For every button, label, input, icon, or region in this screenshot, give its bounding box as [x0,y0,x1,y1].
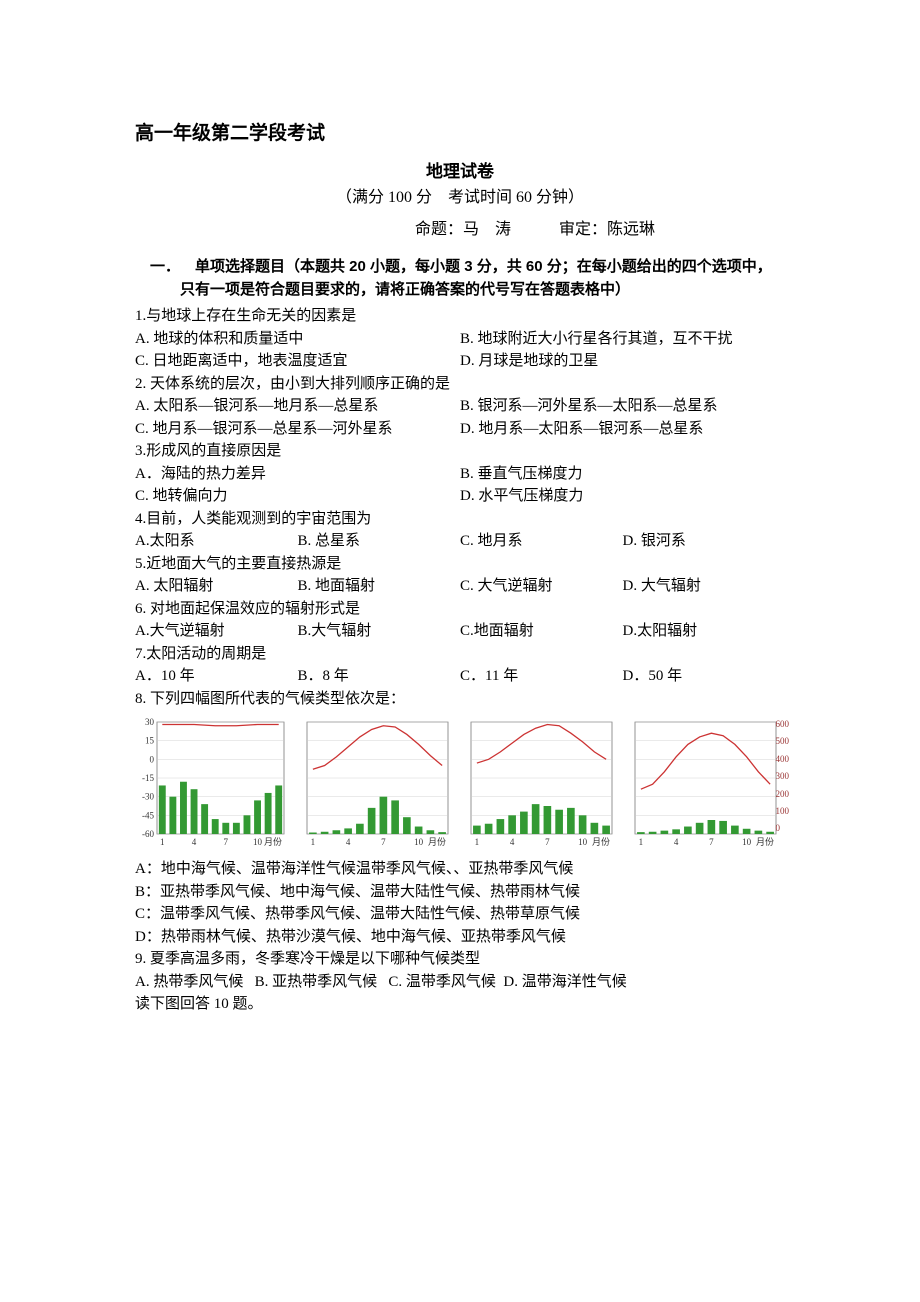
author-info: 命题：马 涛 审定：陈远琳 [135,218,785,242]
q1-text: 1.与地球上存在生命无关的因素是 [135,305,785,328]
q8-text: 8. 下列四幅图所代表的气候类型依次是： [135,688,785,711]
chart-2: 1 4 7 10 月份 [299,718,457,848]
q8-options: A：地中海气候、温带海洋性气候温带季风气候、、亚热带季风气候 B：亚热带季风气候… [135,858,785,948]
q9-a: A. 热带季风气候 [135,974,243,990]
q2-text: 2. 天体系统的层次，由小到大排列顺序正确的是 [135,373,785,396]
chart-3: 1 4 7 10 月份 [463,718,621,848]
q7-d: D．50 年 [623,665,786,688]
chart-1: 30 15 0 -15 -30 -45 -60 1 4 7 10月份 [135,718,293,848]
sub-title: 地理试卷 [135,159,785,185]
q4-a: A.太阳系 [135,530,298,553]
q5-text: 5.近地面大气的主要直接热源是 [135,553,785,576]
q2-a: A. 太阳系—银河系—地月系—总星系 [135,395,460,418]
q2-d: D. 地月系—太阳系—银河系—总星系 [460,418,785,441]
q3-text: 3.形成风的直接原因是 [135,440,785,463]
svg-text:0: 0 [150,754,155,764]
q1-a: A. 地球的体积和质量适中 [135,328,460,351]
q9-c: C. 温带季风气候 [388,974,496,990]
svg-text:10: 10 [578,837,588,847]
svg-text:-30: -30 [142,792,154,802]
svg-text:1: 1 [311,837,316,847]
svg-text:10: 10 [253,837,263,847]
page-content: 高一年级第二学段考试 地理试卷 （满分 100 分 考试时间 60 分钟） 命题… [135,120,785,1016]
svg-text:-60: -60 [142,829,154,839]
q6-a: A.大气逆辐射 [135,620,298,643]
svg-text:1: 1 [160,837,165,847]
q5: 5.近地面大气的主要直接热源是 A. 太阳辐射 B. 地面辐射 C. 大气逆辐射… [135,553,785,598]
q6-b: B.大气辐射 [298,620,461,643]
svg-text:10: 10 [742,837,752,847]
q1-b: B. 地球附近大小行星各行其道，互不干扰 [460,328,785,351]
q7: 7.太阳活动的周期是 A．10 年 B．8 年 C．11 年 D．50 年 [135,643,785,688]
q4-b: B. 总星系 [298,530,461,553]
q4-text: 4.目前，人类能观测到的宇宙范围为 [135,508,785,531]
q8-d: D：热带雨林气候、热带沙漠气候、地中海气候、亚热带季风气候 [135,926,785,949]
svg-text:4: 4 [192,837,197,847]
q10-intro: 读下图回答 10 题。 [135,993,785,1016]
q8-c: C：温带季风气候、热带季风气候、温带大陆性气候、热带草原气候 [135,903,785,926]
q1-c: C. 日地距离适中，地表温度适宜 [135,350,460,373]
q7-a: A．10 年 [135,665,298,688]
q5-c: C. 大气逆辐射 [460,575,623,598]
q2-c: C. 地月系—银河系—总星系—河外星系 [135,418,460,441]
q6-d: D.太阳辐射 [623,620,786,643]
q9-d: D. 温带海洋性气候 [503,974,626,990]
q6: 6. 对地面起保温效应的辐射形式是 A.大气逆辐射 B.大气辐射 C.地面辐射 … [135,598,785,643]
svg-text:月份: 月份 [428,836,446,847]
q9-b: B. 亚热带季风气候 [255,974,378,990]
svg-text:7: 7 [381,837,386,847]
q8: 8. 下列四幅图所代表的气候类型依次是： [135,688,785,711]
q3-d: D. 水平气压梯度力 [460,485,785,508]
right-axis-labels: 600 500 400 300 200 100 0 [776,718,790,848]
q3-a: A．海陆的热力差异 [135,463,460,486]
svg-text:7: 7 [709,837,714,847]
exam-info: （满分 100 分 考试时间 60 分钟） [135,186,785,210]
q6-c: C.地面辐射 [460,620,623,643]
q5-a: A. 太阳辐射 [135,575,298,598]
q2: 2. 天体系统的层次，由小到大排列顺序正确的是 A. 太阳系—银河系—地月系—总… [135,373,785,441]
charts-row: 30150-15-30-45-6014710月份 14710月份 14710月份… [135,718,785,848]
section-title: 一． 单项选择题目（本题共 20 小题，每小题 3 分，共 60 分；在每小题给… [135,256,785,301]
svg-text:月份: 月份 [756,836,774,847]
q5-d: D. 大气辐射 [623,575,786,598]
q1: 1.与地球上存在生命无关的因素是 A. 地球的体积和质量适中 B. 地球附近大小… [135,305,785,373]
q4: 4.目前，人类能观测到的宇宙范围为 A.太阳系 B. 总星系 C. 地月系 D.… [135,508,785,553]
q4-d: D. 银河系 [623,530,786,553]
svg-text:15: 15 [145,736,155,746]
q7-c: C．11 年 [460,665,623,688]
svg-text:4: 4 [510,837,515,847]
svg-text:30: 30 [145,718,155,727]
q5-b: B. 地面辐射 [298,575,461,598]
q3-b: B. 垂直气压梯度力 [460,463,785,486]
q4-c: C. 地月系 [460,530,623,553]
svg-text:7: 7 [545,837,550,847]
q2-b: B. 银河系—河外星系—太阳系—总星系 [460,395,785,418]
svg-text:1: 1 [639,837,644,847]
svg-text:月份: 月份 [264,836,282,847]
svg-text:7: 7 [224,837,229,847]
svg-text:-45: -45 [142,810,154,820]
svg-text:4: 4 [346,837,351,847]
q7-b: B．8 年 [298,665,461,688]
q9: 9. 夏季高温多雨，冬季寒冷干燥是以下哪种气候类型 A. 热带季风气候 B. 亚… [135,948,785,993]
chart-4: 14710月份 600 500 400 300 200 100 0 [627,718,785,848]
main-title: 高一年级第二学段考试 [135,120,785,149]
q8-a: A：地中海气候、温带海洋性气候温带季风气候、、亚热带季风气候 [135,858,785,881]
svg-text:月份: 月份 [592,836,610,847]
svg-text:1: 1 [475,837,480,847]
q6-text: 6. 对地面起保温效应的辐射形式是 [135,598,785,621]
q9-text: 9. 夏季高温多雨，冬季寒冷干燥是以下哪种气候类型 [135,948,785,971]
q3: 3.形成风的直接原因是 A．海陆的热力差异 B. 垂直气压梯度力 C. 地转偏向… [135,440,785,508]
q1-d: D. 月球是地球的卫星 [460,350,785,373]
svg-text:-15: -15 [142,773,154,783]
q7-text: 7.太阳活动的周期是 [135,643,785,666]
svg-text:10: 10 [414,837,424,847]
q8-b: B：亚热带季风气候、地中海气候、温带大陆性气候、热带雨林气候 [135,881,785,904]
svg-text:4: 4 [674,837,679,847]
q3-c: C. 地转偏向力 [135,485,460,508]
